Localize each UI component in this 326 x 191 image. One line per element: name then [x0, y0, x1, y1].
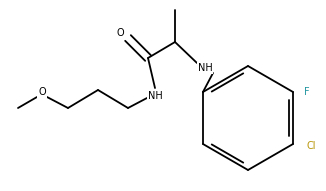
Text: Cl: Cl	[306, 141, 316, 151]
Text: NH: NH	[198, 63, 212, 73]
Text: O: O	[38, 87, 46, 97]
Text: O: O	[116, 28, 124, 38]
Text: F: F	[304, 87, 310, 97]
Text: NH: NH	[148, 91, 162, 101]
